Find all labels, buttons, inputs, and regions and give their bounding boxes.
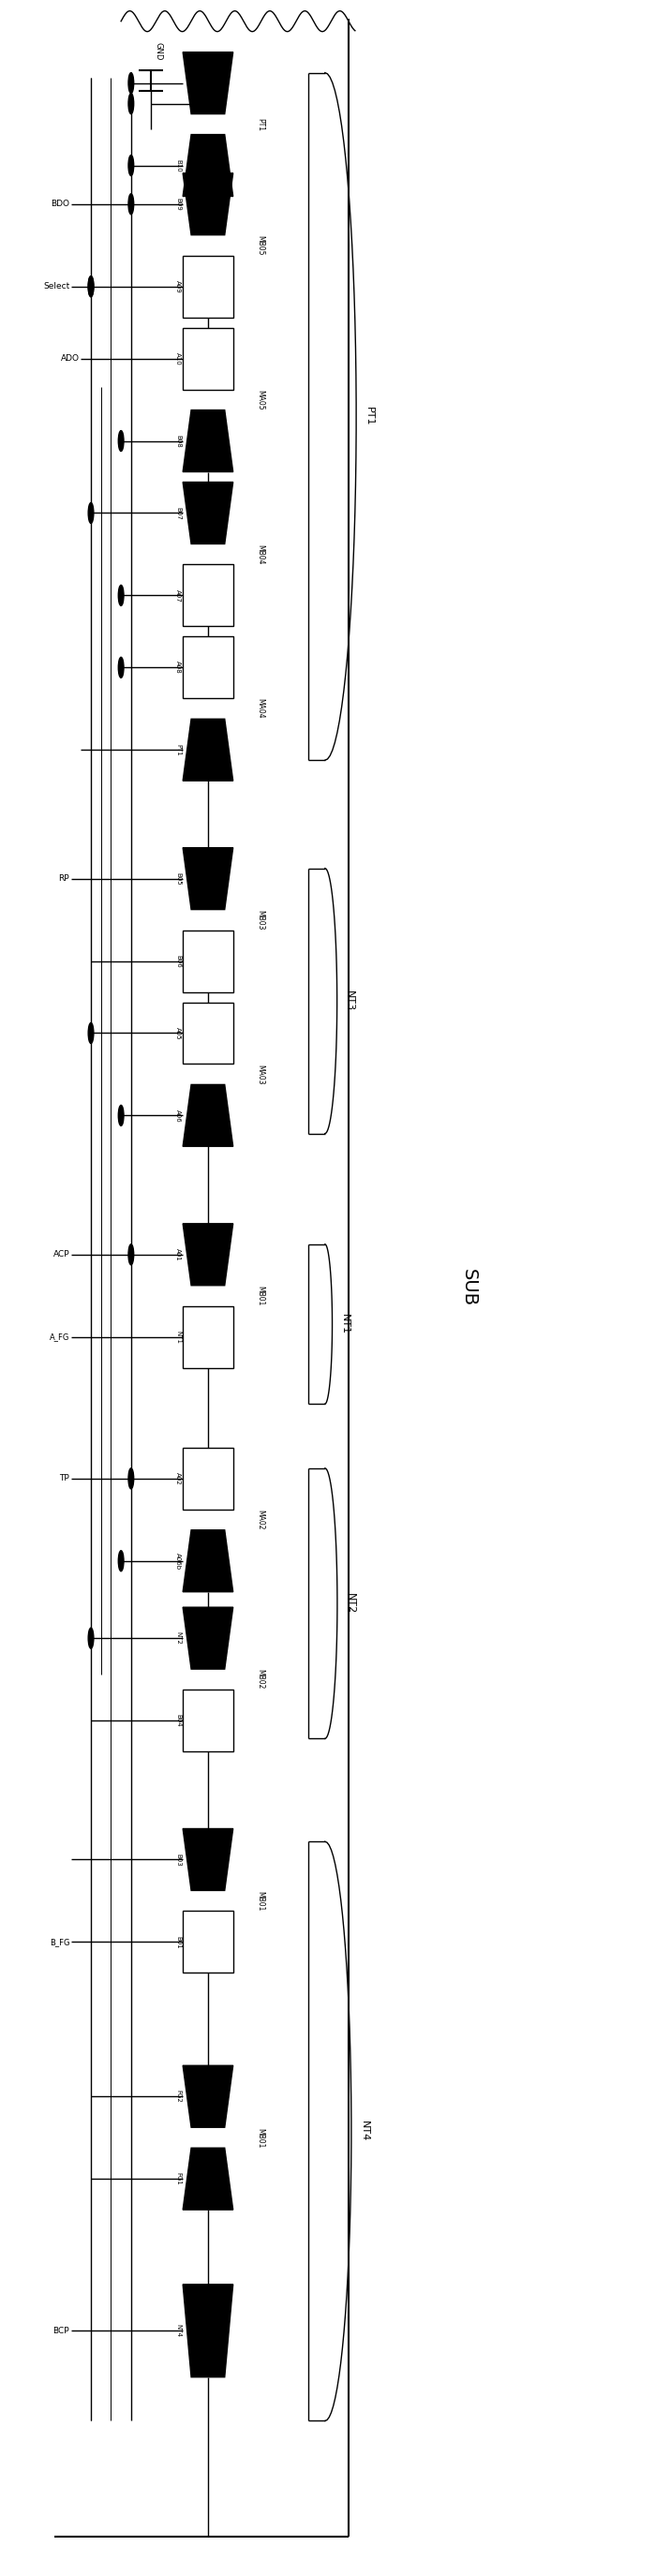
Polygon shape bbox=[183, 410, 233, 471]
Text: PT1: PT1 bbox=[364, 407, 374, 425]
Text: NT2: NT2 bbox=[345, 1592, 354, 1613]
Text: A05: A05 bbox=[176, 1028, 181, 1041]
Text: BCP: BCP bbox=[53, 2326, 70, 2334]
Bar bbox=[183, 636, 233, 698]
Text: RP: RP bbox=[59, 873, 70, 884]
Text: FG2: FG2 bbox=[176, 2089, 181, 2102]
Text: A02: A02 bbox=[176, 1471, 181, 1484]
Text: MB01: MB01 bbox=[257, 2128, 265, 2148]
Bar bbox=[183, 564, 233, 626]
Text: A06b: A06b bbox=[176, 1553, 181, 1569]
Polygon shape bbox=[183, 173, 233, 234]
Polygon shape bbox=[183, 2148, 233, 2210]
Text: TP: TP bbox=[60, 1473, 70, 1484]
Text: A08: A08 bbox=[176, 662, 181, 675]
Text: B06: B06 bbox=[176, 956, 181, 969]
Text: B05: B05 bbox=[176, 873, 181, 886]
Text: MB01: MB01 bbox=[257, 1891, 265, 1911]
Circle shape bbox=[129, 1244, 134, 1265]
Polygon shape bbox=[183, 719, 233, 781]
Text: PT1: PT1 bbox=[257, 118, 265, 131]
Text: MA05: MA05 bbox=[257, 389, 265, 410]
Bar bbox=[183, 1448, 233, 1510]
Text: B04: B04 bbox=[176, 1713, 181, 1726]
Text: MB05: MB05 bbox=[257, 234, 265, 255]
Bar bbox=[183, 255, 233, 317]
Polygon shape bbox=[183, 848, 233, 909]
Bar bbox=[183, 1911, 233, 1973]
Text: MA04: MA04 bbox=[257, 698, 265, 719]
Polygon shape bbox=[183, 1829, 233, 1891]
Text: A10: A10 bbox=[176, 353, 181, 366]
Text: B01: B01 bbox=[176, 1935, 181, 1947]
Text: B_FG: B_FG bbox=[50, 1937, 70, 1947]
Circle shape bbox=[129, 193, 134, 214]
Text: FG1: FG1 bbox=[176, 2172, 181, 2184]
Text: MA02: MA02 bbox=[257, 1510, 265, 1530]
Polygon shape bbox=[183, 1224, 233, 1285]
Circle shape bbox=[119, 585, 124, 605]
Bar bbox=[183, 327, 233, 389]
Text: SUB: SUB bbox=[460, 1270, 478, 1306]
Circle shape bbox=[129, 93, 134, 113]
Text: NT2: NT2 bbox=[176, 1631, 181, 1643]
Polygon shape bbox=[183, 482, 233, 544]
Text: GND: GND bbox=[155, 41, 163, 59]
Text: B03: B03 bbox=[176, 1852, 181, 1865]
Text: PT1: PT1 bbox=[176, 744, 181, 755]
Polygon shape bbox=[183, 134, 233, 196]
Circle shape bbox=[88, 1023, 94, 1043]
Circle shape bbox=[119, 1551, 124, 1571]
Text: B08: B08 bbox=[176, 435, 181, 448]
Text: NT1: NT1 bbox=[176, 1329, 181, 1345]
Text: Select: Select bbox=[43, 283, 70, 291]
Polygon shape bbox=[183, 1530, 233, 1592]
Text: A09: A09 bbox=[176, 281, 181, 294]
Circle shape bbox=[129, 1468, 134, 1489]
Text: NT3: NT3 bbox=[345, 992, 354, 1012]
Text: NT1: NT1 bbox=[340, 1314, 350, 1334]
Circle shape bbox=[119, 430, 124, 451]
Bar bbox=[183, 930, 233, 992]
Polygon shape bbox=[183, 1607, 233, 1669]
Text: MB03: MB03 bbox=[257, 909, 265, 930]
Text: A07: A07 bbox=[176, 590, 181, 603]
Polygon shape bbox=[183, 2285, 233, 2378]
Text: NT4: NT4 bbox=[176, 2324, 182, 2336]
Circle shape bbox=[129, 72, 134, 93]
Bar bbox=[183, 1306, 233, 1368]
Circle shape bbox=[88, 1628, 94, 1649]
Text: B07: B07 bbox=[176, 507, 181, 520]
Text: BDO: BDO bbox=[51, 201, 70, 209]
Circle shape bbox=[129, 155, 134, 175]
Text: B10: B10 bbox=[176, 160, 181, 173]
Text: A06: A06 bbox=[176, 1110, 181, 1123]
Circle shape bbox=[119, 1105, 124, 1126]
Circle shape bbox=[88, 276, 94, 296]
Text: B09: B09 bbox=[176, 198, 181, 211]
Text: A01: A01 bbox=[176, 1249, 181, 1262]
Text: ADO: ADO bbox=[61, 355, 80, 363]
Circle shape bbox=[119, 657, 124, 677]
Polygon shape bbox=[183, 1084, 233, 1146]
Text: NT4: NT4 bbox=[359, 2120, 368, 2141]
Text: MA03: MA03 bbox=[257, 1064, 265, 1084]
Text: MB01: MB01 bbox=[257, 1285, 265, 1306]
Text: A_FG: A_FG bbox=[50, 1332, 70, 1342]
Text: MB02: MB02 bbox=[257, 1669, 265, 1690]
Polygon shape bbox=[183, 2066, 233, 2128]
Bar bbox=[183, 1690, 233, 1752]
Polygon shape bbox=[183, 52, 233, 113]
Text: MB04: MB04 bbox=[257, 544, 265, 564]
Bar bbox=[183, 1002, 233, 1064]
Circle shape bbox=[88, 502, 94, 523]
Text: ACP: ACP bbox=[53, 1249, 70, 1260]
Circle shape bbox=[88, 276, 94, 296]
